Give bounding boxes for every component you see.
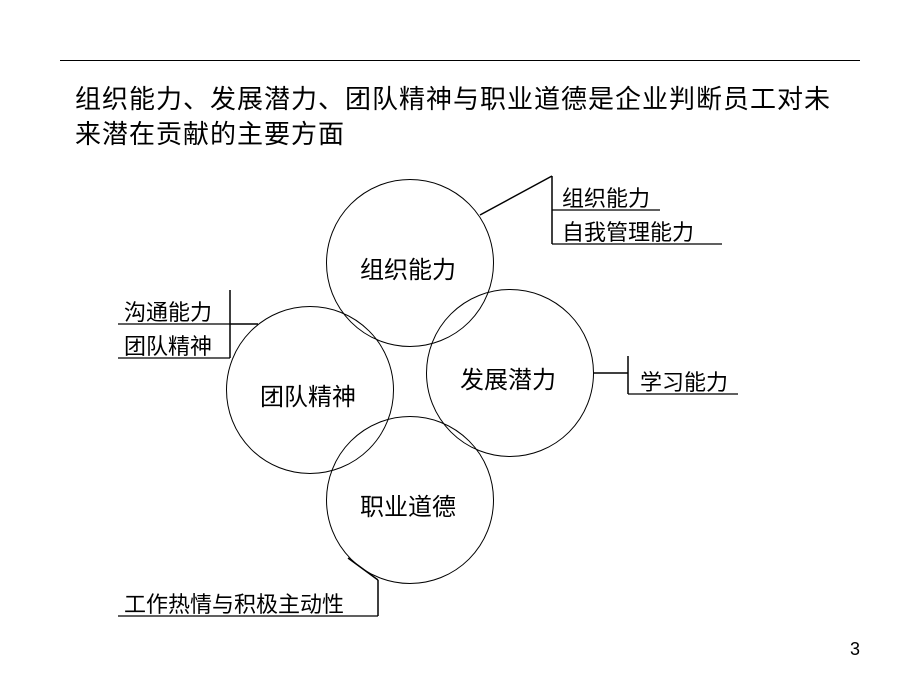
circle-ethic-label: 职业道德 (360, 487, 456, 522)
ethic-callout-line-1: 工作热情与积极主动性 (124, 587, 344, 619)
org-callout-line-2: 自我管理能力 (562, 215, 694, 247)
circle-team-label: 团队精神 (260, 377, 356, 412)
page-number: 3 (850, 639, 860, 660)
circle-dev-label: 发展潜力 (460, 360, 556, 395)
org-callout-leader (480, 176, 552, 215)
circle-org-label: 组织能力 (360, 250, 456, 285)
team-callout-line-2: 团队精神 (124, 329, 212, 361)
org-callout-line-1: 组织能力 (562, 181, 650, 213)
team-callout-line-1: 沟通能力 (124, 295, 212, 327)
dev-callout-line-1: 学习能力 (640, 365, 728, 397)
